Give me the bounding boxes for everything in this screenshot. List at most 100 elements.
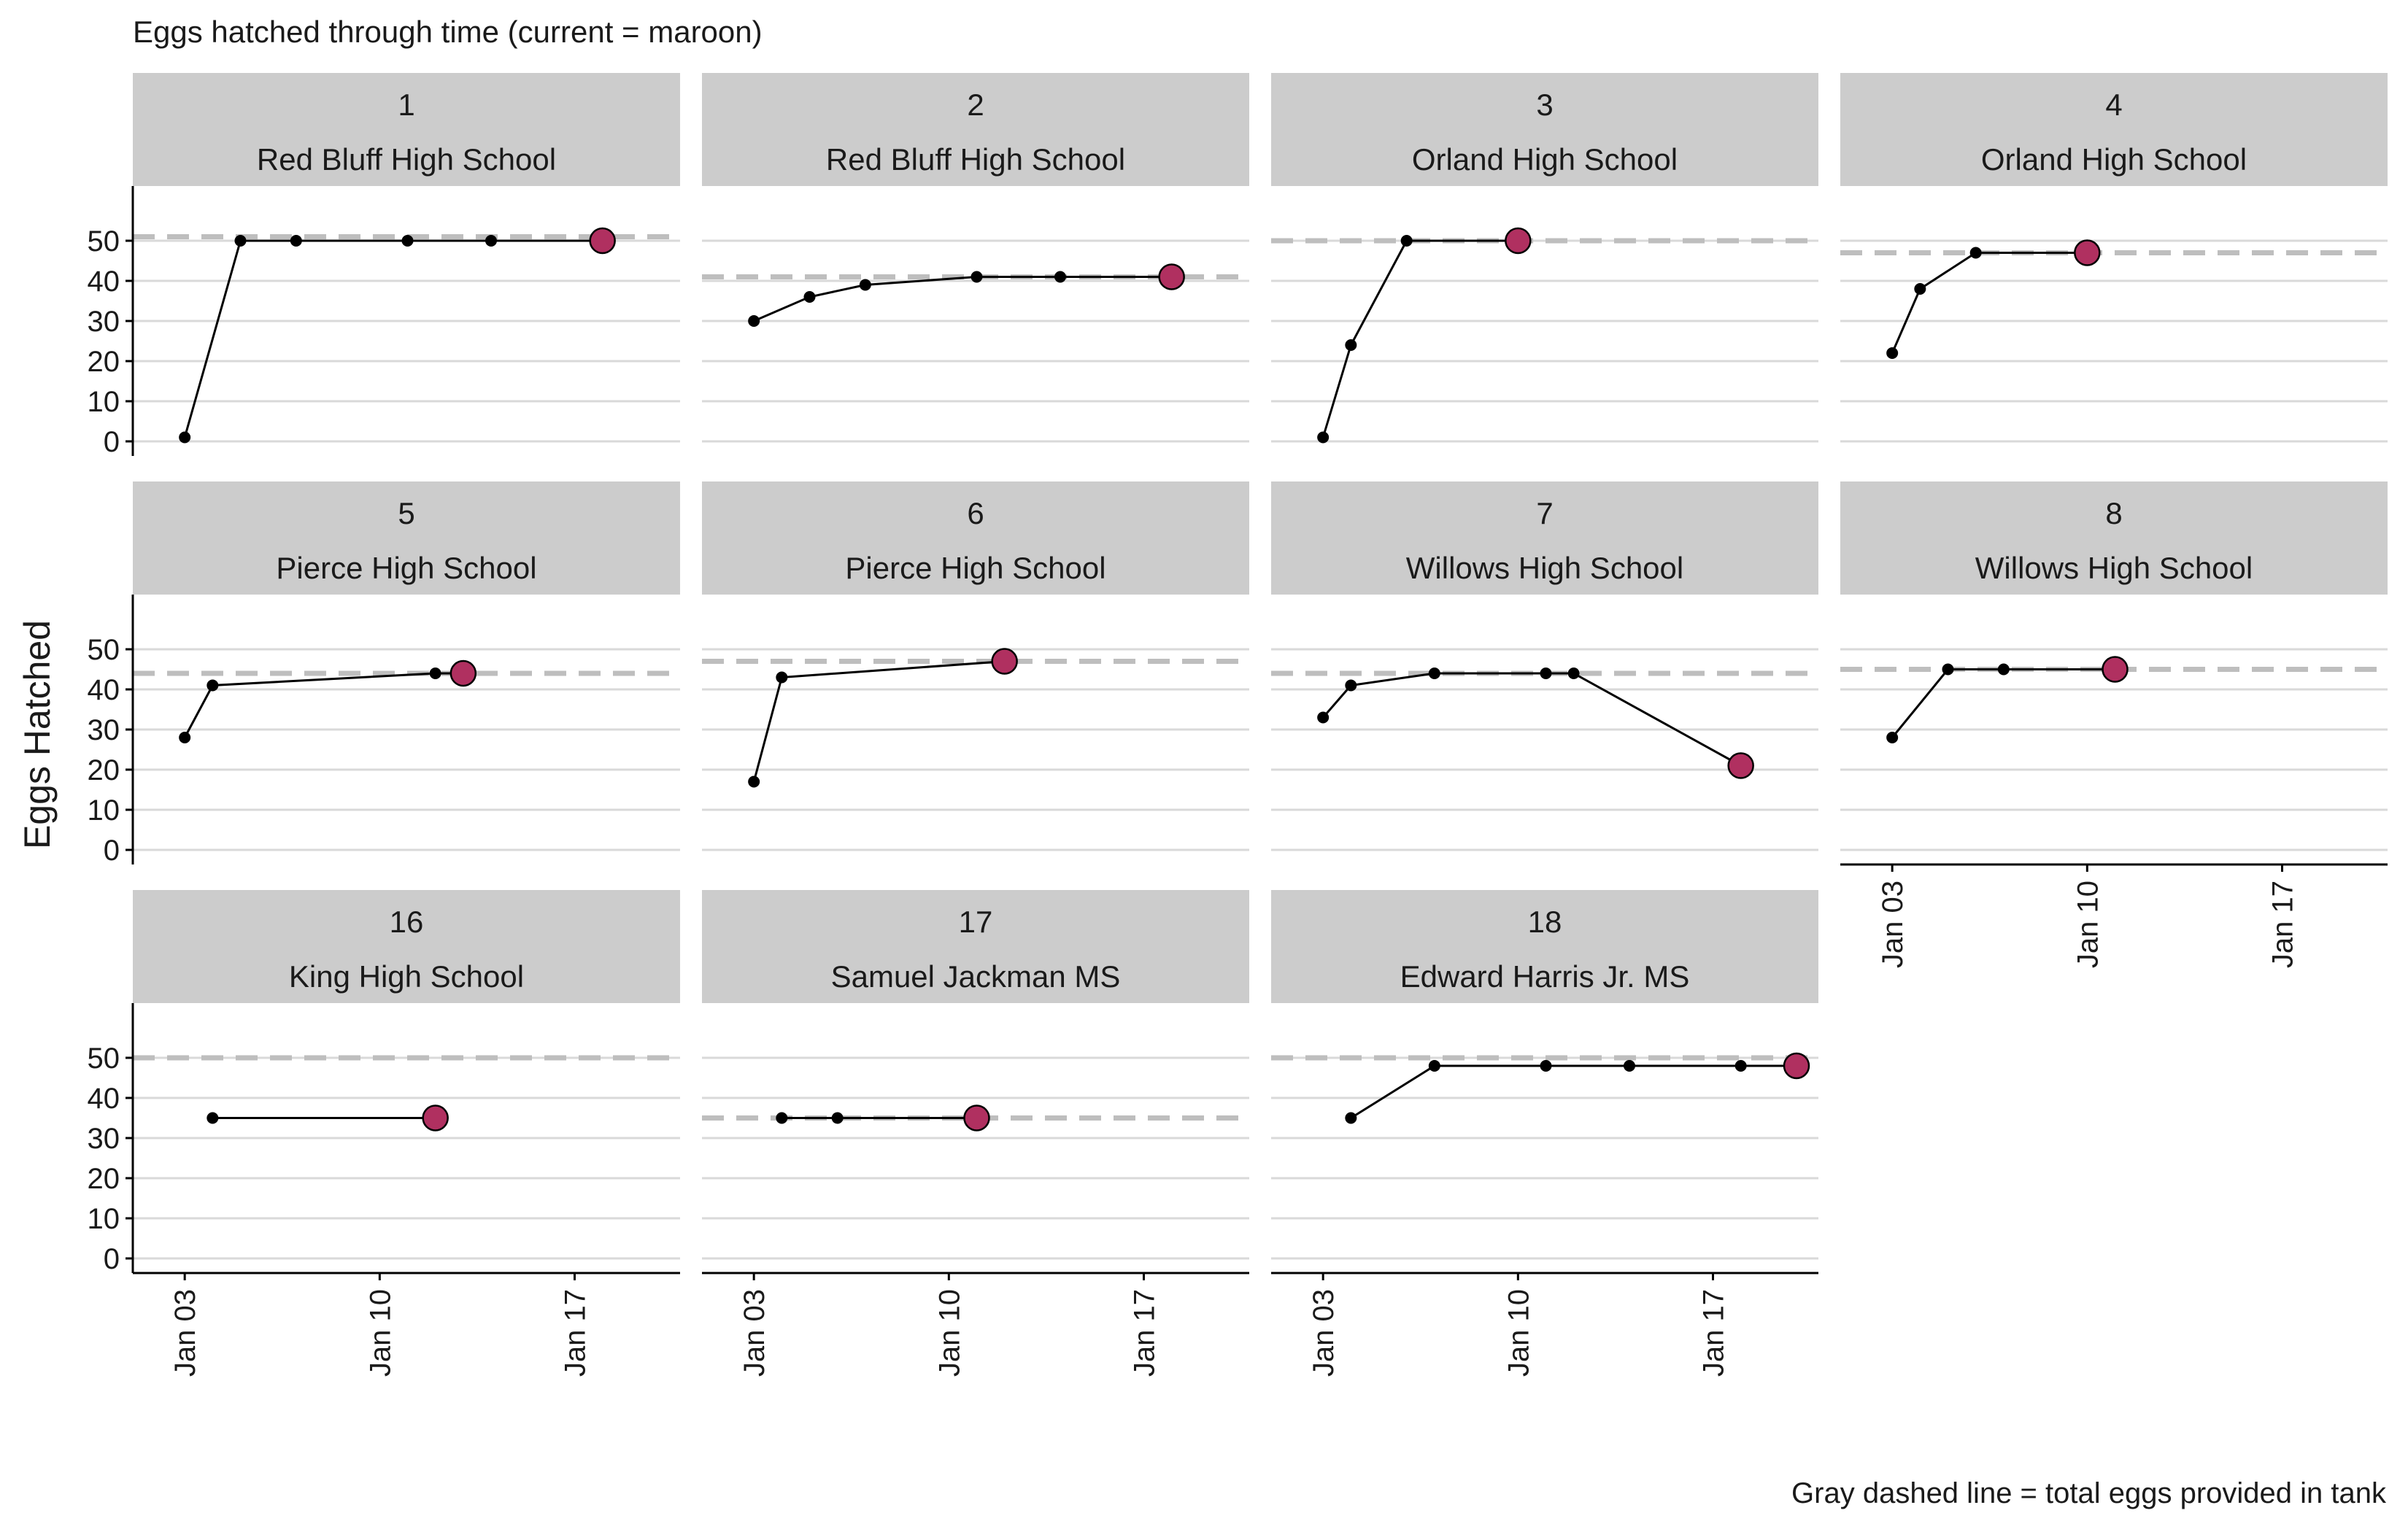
x-tick-label: Jan 10 (1502, 1289, 1535, 1377)
panel-school-label: Willows High School (1975, 551, 2253, 585)
panel-strip (702, 890, 1249, 1003)
data-point (179, 732, 191, 743)
y-tick-label: 10 (88, 386, 120, 418)
data-point (1886, 347, 1899, 359)
y-tick-label: 0 (104, 1243, 120, 1275)
panel-4: 4 Orland High School (1840, 73, 2388, 443)
panel-school-label: Samuel Jackman MS (831, 959, 1121, 994)
x-tick-label: Jan 17 (560, 1289, 592, 1377)
current-point (1158, 263, 1185, 290)
panel-id-label: 8 (2105, 496, 2122, 530)
data-point (179, 431, 191, 444)
data-point (1400, 235, 1413, 247)
data-point (1428, 1060, 1440, 1072)
series-line (1891, 252, 2088, 354)
data-point (859, 279, 871, 291)
data-point (748, 775, 760, 788)
y-tick-label: 20 (88, 346, 120, 378)
data-point (1345, 339, 1357, 351)
panel-2: 2 Red Bluff High School (702, 73, 1249, 443)
x-tick-label: Jan 10 (933, 1289, 965, 1377)
y-tick-label: 50 (88, 225, 120, 258)
x-tick-label: Jan 17 (2267, 881, 2299, 968)
data-point (1540, 1060, 1552, 1072)
panel-16: 16 King High School 0 10 20 30 40 50 Jan 03 Jan 1… (88, 890, 680, 1377)
x-tick-label: Jan 03 (738, 1289, 771, 1377)
data-point (1540, 668, 1552, 679)
x-tick-label: Jan 10 (2072, 881, 2104, 968)
current-point (991, 648, 1018, 675)
current-point (963, 1104, 990, 1131)
data-point (1997, 663, 2010, 676)
panel-strip (702, 73, 1249, 186)
panel-8: 8 Willows High School Jan 03 Jan 10 Jan 17 (1840, 481, 2388, 968)
panel-strip (1840, 481, 2388, 595)
chart-title: Eggs hatched through time (current = mar… (133, 15, 763, 49)
panel-strip (1840, 73, 2388, 186)
y-tick-label: 30 (88, 714, 120, 746)
series-line (183, 672, 463, 738)
y-tick-label: 40 (88, 266, 120, 298)
panel-school-label: Orland High School (1981, 142, 2247, 177)
panel-school-label: Pierce High School (276, 551, 536, 585)
panel-id-label: 16 (390, 905, 424, 939)
data-point (1428, 668, 1440, 679)
current-point (1727, 752, 1754, 779)
panel-strip (133, 73, 680, 186)
panel-id-label: 6 (967, 496, 984, 530)
panel-3: 3 Orland High School (1271, 73, 1818, 444)
panel-school-label: Orland High School (1412, 142, 1678, 177)
panel-5: 5 Pierce High School 0 10 20 30 40 50 (88, 481, 680, 867)
x-tick-label: Jan 03 (169, 1289, 201, 1377)
chart-caption: Gray dashed line = total eggs provided i… (1791, 1477, 2387, 1509)
y-tick-label: 50 (88, 1042, 120, 1075)
data-point (1567, 668, 1580, 679)
panel-17: 17 Samuel Jackman MS Jan 03 Jan 10 Jan 17 (702, 890, 1249, 1377)
data-point (1969, 247, 1982, 259)
data-point (1942, 663, 1954, 676)
series-line (752, 660, 1005, 782)
panel-18: 18 Edward Harris Jr. MS Jan 03 Jan 10 Jan 17 (1271, 890, 1818, 1377)
panel-school-label: King High School (289, 959, 524, 994)
y-tick-label: 30 (88, 306, 120, 338)
panel-id-label: 2 (967, 88, 984, 122)
data-point (831, 1112, 844, 1124)
y-tick-label: 50 (88, 634, 120, 666)
panel-strip (1271, 73, 1818, 186)
panel-id-label: 5 (398, 496, 414, 530)
data-point (776, 1112, 788, 1124)
x-tick-label: Jan 03 (1308, 1289, 1340, 1377)
y-tick-label: 40 (88, 1083, 120, 1115)
panel-7: 7 Willows High School (1271, 481, 1818, 851)
panel-id-label: 3 (1536, 88, 1553, 122)
data-point (1914, 283, 1926, 295)
panel-strip (702, 481, 1249, 595)
y-tick-label: 20 (88, 754, 120, 786)
series-line (1321, 239, 1518, 438)
panel-id-label: 4 (2105, 88, 2122, 122)
x-tick-label: Jan 10 (364, 1289, 396, 1377)
data-point (207, 1112, 219, 1124)
data-point (207, 679, 219, 692)
data-point (970, 271, 983, 283)
data-point (748, 315, 760, 327)
data-point (1345, 1112, 1357, 1124)
y-tick-label: 10 (88, 794, 120, 827)
current-point (2102, 656, 2129, 683)
data-point (803, 291, 816, 303)
series-line (1322, 672, 1742, 767)
y-tick-label: 0 (104, 426, 120, 458)
y-tick-label: 10 (88, 1203, 120, 1235)
data-point (290, 235, 302, 247)
data-point (401, 235, 414, 247)
data-point (234, 235, 247, 247)
series-line (183, 239, 603, 438)
data-point (1317, 431, 1330, 444)
data-point (1886, 732, 1899, 743)
panel-strip (1271, 481, 1818, 595)
data-point (429, 668, 441, 679)
data-point (776, 671, 788, 684)
panel-id-label: 18 (1528, 905, 1562, 939)
